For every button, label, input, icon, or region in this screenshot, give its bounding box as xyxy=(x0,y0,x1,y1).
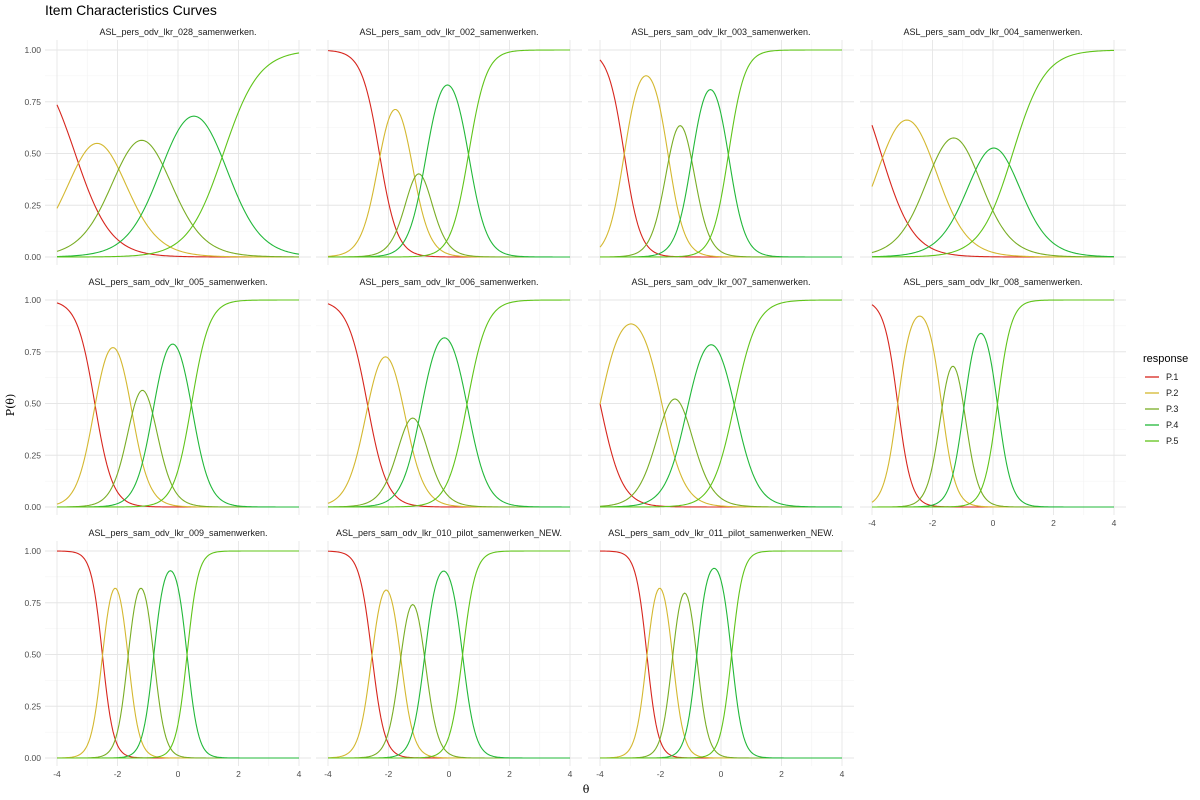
x-tick-label: -4 xyxy=(596,769,604,779)
x-axis-title: θ xyxy=(583,783,590,796)
series-line-P.5 xyxy=(57,299,299,508)
series-line-P.5 xyxy=(328,550,570,759)
panel-title: ASL_pers_sam_odv_lkr_002_samenwerken. xyxy=(359,27,538,37)
series-line-P.4 xyxy=(599,344,842,508)
panel-title: ASL_pers_sam_odv_lkr_003_samenwerken. xyxy=(631,27,810,37)
panel: ASL_pers_sam_odv_lkr_008_samenwerken. -4 -… xyxy=(860,277,1126,528)
y-tick-label: 0.50 xyxy=(24,399,41,409)
chart-title: Item Characteristics Curves xyxy=(45,2,217,18)
y-tick-label: 1.00 xyxy=(24,546,41,556)
x-tick-label: 0 xyxy=(447,769,452,779)
series-line-P.5 xyxy=(600,299,843,508)
legend-label: P.2 xyxy=(1166,388,1178,398)
series-line-P.2 xyxy=(56,142,299,258)
panel-title: ASL_pers_sam_odv_lkr_009_samenwerken. xyxy=(88,528,267,538)
panel: ASL_pers_sam_odv_lkr_002_samenwerken. xyxy=(316,27,582,265)
series-line-P.5 xyxy=(600,49,842,258)
y-tick-label: 1.00 xyxy=(24,295,41,305)
series-line-P.5 xyxy=(328,49,570,258)
panel: ASL_pers_sam_odv_lkr_005_samenwerken. 0.0… xyxy=(24,277,311,515)
panel-title: ASL_pers_sam_odv_lkr_006_samenwerken. xyxy=(359,277,538,287)
panel-title: ASL_pers_sam_odv_lkr_007_samenwerken. xyxy=(631,277,810,287)
y-tick-label: 0.50 xyxy=(24,650,41,660)
legend-label: P.3 xyxy=(1166,404,1178,414)
y-tick-label: 0.75 xyxy=(24,97,41,107)
series-line-P.4 xyxy=(56,115,300,258)
y-axis-title: P(θ) xyxy=(4,394,17,417)
panel: ASL_pers_sam_odv_lkr_006_samenwerken. xyxy=(316,277,582,515)
y-tick-label: 0.00 xyxy=(24,753,41,763)
x-tick-label: 4 xyxy=(1112,518,1117,528)
x-tick-label: 2 xyxy=(779,769,784,779)
x-tick-label: 2 xyxy=(1051,518,1056,528)
y-tick-label: 0.00 xyxy=(24,502,41,512)
y-tick-label: 0.50 xyxy=(24,149,41,159)
x-tick-label: -2 xyxy=(929,518,937,528)
panel: ASL_pers_sam_odv_lkr_003_samenwerken. xyxy=(588,27,854,265)
x-tick-label: -4 xyxy=(868,518,876,528)
x-tick-label: 4 xyxy=(568,769,573,779)
panel: ASL_pers_sam_odv_lkr_004_samenwerken. xyxy=(860,27,1126,265)
panel: ASL_pers_sam_odv_lkr_009_samenwerken. 0.0… xyxy=(24,528,311,779)
panels-group: ASL_pers_odv_lkr_028_samenwerken. 0.00 0.2… xyxy=(24,27,1126,779)
y-tick-label: 0.75 xyxy=(24,598,41,608)
y-tick-label: 0.25 xyxy=(24,450,41,460)
x-tick-label: 2 xyxy=(236,769,241,779)
y-tick-label: 0.75 xyxy=(24,347,41,357)
x-tick-label: -4 xyxy=(53,769,61,779)
panel-title: ASL_pers_sam_odv_lkr_005_samenwerken. xyxy=(88,277,267,287)
series-line-P.5 xyxy=(57,52,300,258)
panel-title: ASL_pers_sam_odv_lkr_011_pilot_samenwerk… xyxy=(608,528,833,538)
panel: ASL_pers_sam_odv_lkr_011_pilot_samenwerk… xyxy=(588,528,854,779)
series-line-P.4 xyxy=(871,147,1115,258)
series-line-P.5 xyxy=(871,49,1115,258)
x-tick-label: 2 xyxy=(507,769,512,779)
x-tick-label: 0 xyxy=(719,769,724,779)
panel: ASL_pers_odv_lkr_028_samenwerken. 0.00 0.2… xyxy=(24,27,311,265)
series-line-P.5 xyxy=(57,550,299,759)
y-tick-label: 0.25 xyxy=(24,701,41,711)
series-line-P.5 xyxy=(600,550,842,759)
x-tick-label: -2 xyxy=(657,769,665,779)
series-line-P.4 xyxy=(328,337,570,508)
x-tick-label: -4 xyxy=(324,769,332,779)
panel: ASL_pers_sam_odv_lkr_007_samenwerken. xyxy=(588,277,854,515)
x-tick-label: -2 xyxy=(385,769,393,779)
series-line-P.3 xyxy=(56,139,300,258)
legend-label: P.4 xyxy=(1166,420,1178,430)
x-tick-label: -2 xyxy=(114,769,122,779)
legend-title: response xyxy=(1143,353,1188,365)
panel-title: ASL_pers_sam_odv_lkr_010_pilot_samenwerk… xyxy=(336,528,562,538)
panel: ASL_pers_sam_odv_lkr_010_pilot_samenwerk… xyxy=(316,528,582,779)
y-tick-label: 1.00 xyxy=(24,45,41,55)
y-tick-label: 0.25 xyxy=(24,200,41,210)
panel-title: ASL_pers_odv_lkr_028_samenwerken. xyxy=(99,27,256,37)
series-line-P.5 xyxy=(872,299,1114,508)
panel-title: ASL_pers_sam_odv_lkr_004_samenwerken. xyxy=(903,27,1082,37)
legend-label: P.1 xyxy=(1166,372,1178,382)
panel-title: ASL_pers_sam_odv_lkr_008_samenwerken. xyxy=(903,277,1082,287)
legend: response P.1 P.2 P.3 P.4 P.5 xyxy=(1143,353,1188,446)
x-tick-label: 4 xyxy=(840,769,845,779)
legend-label: P.5 xyxy=(1166,436,1178,446)
y-tick-label: 0.00 xyxy=(24,252,41,262)
x-tick-label: 4 xyxy=(297,769,302,779)
x-tick-label: 0 xyxy=(991,518,996,528)
x-tick-label: 0 xyxy=(176,769,181,779)
series-line-P.5 xyxy=(328,299,570,508)
